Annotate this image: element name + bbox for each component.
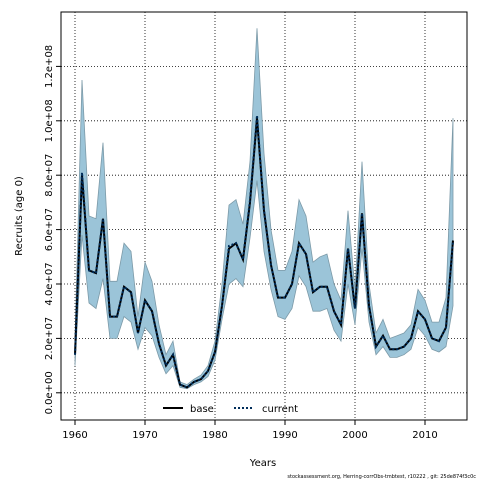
y-tick-label: 0.0e+00 [44, 371, 55, 414]
x-tick-label: 2000 [342, 430, 367, 441]
plot-frame [60, 11, 468, 421]
legend: base current [163, 404, 298, 415]
footer-note: stockassessment.org, Herring-corrObs-tmb… [287, 474, 476, 480]
plot-border [60, 11, 468, 421]
series-line-current [74, 115, 454, 389]
y-tick-label: 8.0e+07 [44, 154, 55, 197]
legend-label-base: base [190, 404, 214, 415]
legend-label-current: current [262, 404, 298, 415]
series-lines [74, 115, 454, 389]
x-tick-label: 1970 [132, 430, 157, 441]
x-tick-label: 1990 [272, 430, 297, 441]
y-tick-label: 1.2e+08 [44, 45, 55, 88]
y-tick-label: 1.0e+08 [44, 99, 55, 142]
y-tick-label: 4.0e+07 [44, 262, 55, 305]
x-tick-label: 1980 [202, 430, 227, 441]
x-tick-label: 1960 [62, 430, 87, 441]
y-tick-label: 6.0e+07 [44, 208, 55, 251]
y-axis: 0.0e+00 2.0e+07 4.0e+07 6.0e+07 8.0e+07 1.0e+… [44, 45, 61, 414]
y-tick-label: 2.0e+07 [44, 317, 55, 360]
x-axis-title: Years [249, 458, 276, 469]
x-axis: 1960 1970 1980 1990 2000 2010 [62, 420, 438, 441]
y-axis-title: Recruits (age 0) [14, 176, 25, 256]
x-tick-label: 2010 [412, 430, 437, 441]
